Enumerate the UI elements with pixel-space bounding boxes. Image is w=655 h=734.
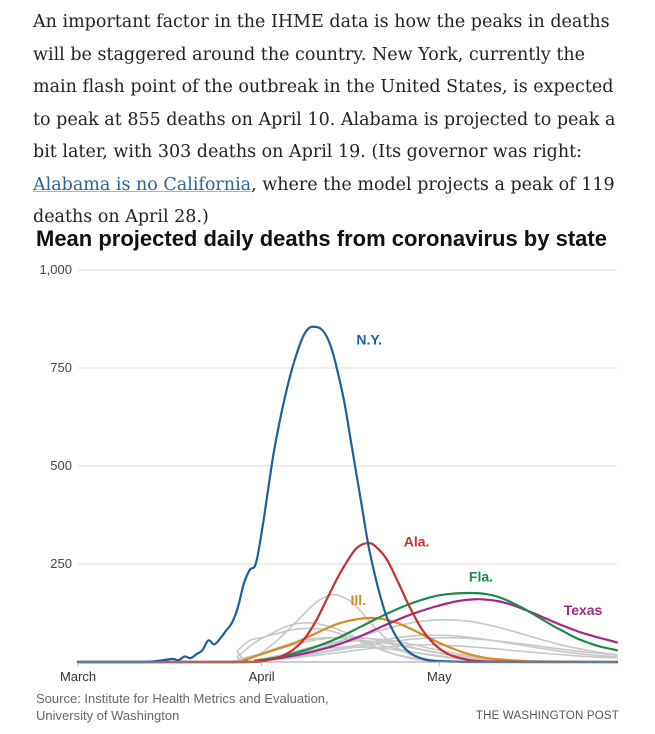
y-axis-tick-labels: 250 500 750 1,000 bbox=[39, 262, 72, 571]
y-tick-label-750: 750 bbox=[50, 360, 72, 375]
series-label-ill: Ill. bbox=[350, 592, 366, 608]
other-states-series bbox=[77, 593, 618, 663]
series-label-fla: Fla. bbox=[469, 569, 493, 585]
series-line-n-y bbox=[76, 325, 619, 664]
source-line-2: University of Washington bbox=[36, 708, 180, 723]
y-tick-label-250: 250 bbox=[50, 556, 72, 571]
article-paragraph: An important factor in the IHME data is … bbox=[33, 6, 633, 234]
x-tick-label-may: May bbox=[427, 669, 452, 684]
series-line-ala bbox=[76, 542, 619, 664]
series-labels: Ill. Texas Fla. Ala. N.Y. bbox=[350, 331, 602, 617]
article-text-before-link: An important factor in the IHME data is … bbox=[33, 12, 616, 162]
source-line-1: Source: Institute for Health Metrics and… bbox=[36, 691, 329, 706]
y-tick-label-1000: 1,000 bbox=[39, 262, 72, 277]
series-label-texas: Texas bbox=[564, 602, 603, 618]
article-text-after-link: , where the model projects a peak of 119… bbox=[33, 174, 615, 228]
x-tick-label-march: March bbox=[60, 669, 96, 684]
x-tick-label-april: April bbox=[249, 669, 275, 684]
series-label-ala: Ala. bbox=[404, 533, 430, 549]
highlighted-states-series bbox=[76, 325, 619, 664]
chart-title: Mean projected daily deaths from coronav… bbox=[36, 226, 607, 251]
publisher-credit: THE WASHINGTON POST bbox=[475, 710, 619, 722]
series-line-texas bbox=[76, 598, 619, 664]
y-tick-label-500: 500 bbox=[50, 458, 72, 473]
alabama-no-california-link[interactable]: Alabama is no California bbox=[33, 174, 252, 195]
gridlines bbox=[78, 269, 617, 565]
x-axis-tick-labels: March April May bbox=[60, 662, 452, 684]
source-note: Source: Institute for Health Metrics and… bbox=[36, 690, 329, 724]
series-label-n-y: N.Y. bbox=[356, 331, 382, 347]
